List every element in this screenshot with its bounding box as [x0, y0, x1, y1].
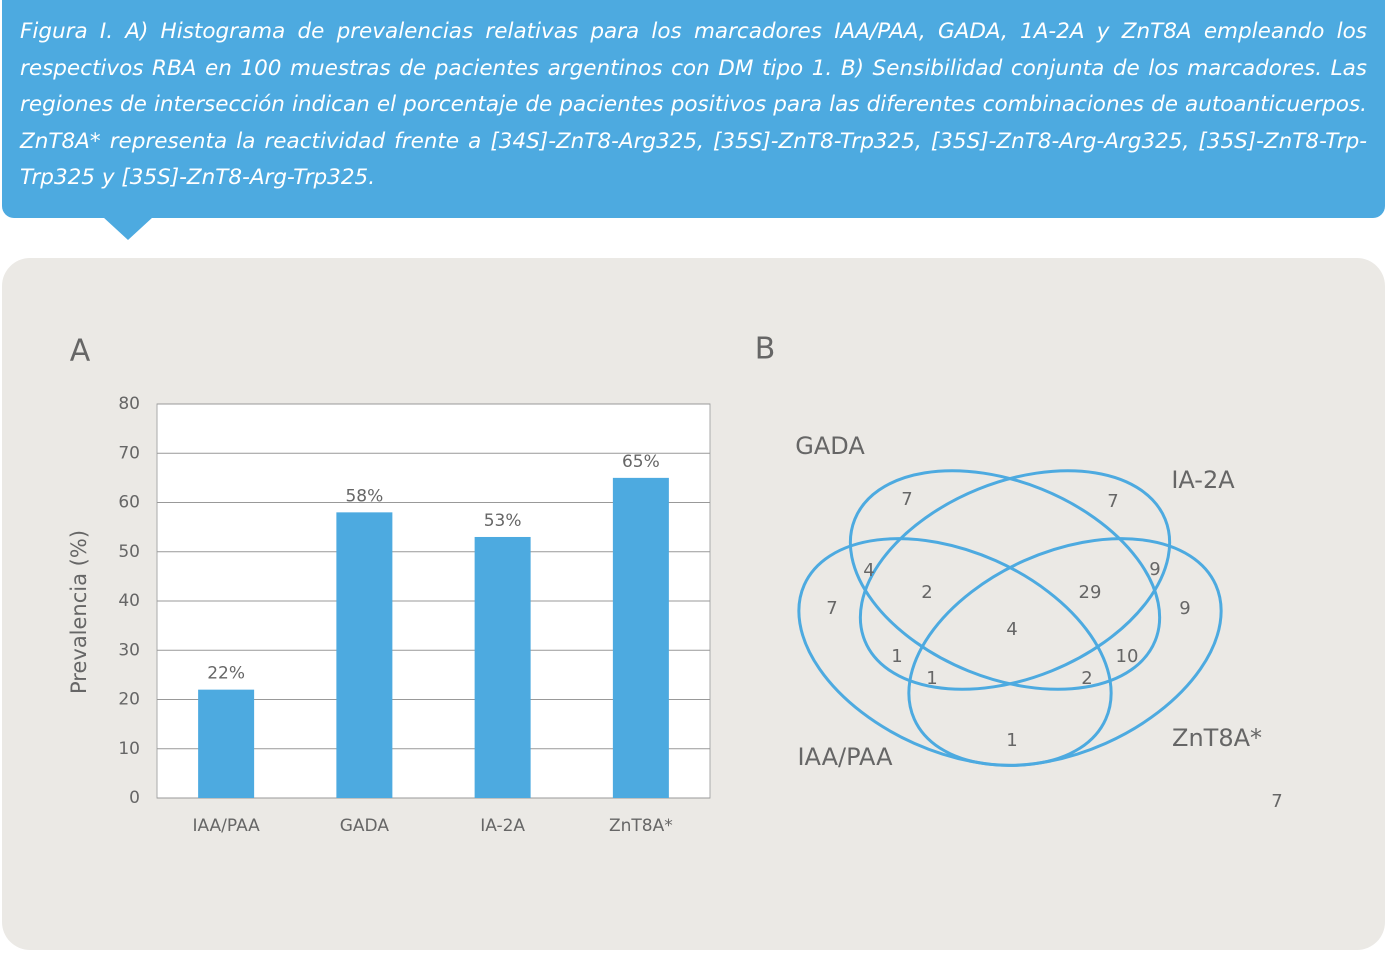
y-tick-label: 50 [118, 542, 140, 562]
value-label: 58% [345, 486, 383, 506]
panel-label: A [70, 334, 91, 369]
set-label: ZnT8A* [1172, 724, 1262, 752]
region-count: 2 [1081, 668, 1092, 689]
region-count: 7 [1107, 491, 1118, 512]
y-tick-label: 80 [118, 394, 140, 414]
region-count: 2 [921, 582, 932, 603]
y-tick-label: 10 [118, 739, 140, 759]
x-tick-label: IAA/PAA [192, 816, 260, 836]
set-label: GADA [795, 432, 865, 460]
x-tick-label: GADA [340, 816, 390, 836]
value-label: 53% [484, 511, 522, 531]
region-count: 10 [1116, 646, 1139, 667]
region-count: 7 [901, 489, 912, 510]
region-count: 4 [1006, 619, 1017, 640]
caption: Figura I. A) Histograma de prevalencias … [2, 0, 1385, 218]
set-label: IA-2A [1171, 466, 1235, 494]
value-label: 65% [622, 452, 660, 472]
region-count: 1 [926, 668, 937, 689]
venn-ellipse [848, 469, 1162, 691]
y-tick-label: 60 [118, 493, 140, 513]
venn-ellipse [907, 537, 1223, 767]
y-tick-label: 20 [118, 690, 140, 710]
bar [336, 512, 393, 798]
region-count: 7 [826, 598, 837, 619]
venn-ellipses [797, 469, 1223, 767]
region-count: 1 [1006, 730, 1017, 751]
bar [198, 689, 255, 798]
x-tick-label: IA-2A [480, 816, 525, 836]
venn-ellipse [797, 537, 1113, 767]
value-label: 22% [207, 664, 245, 684]
y-axis-label: Prevalencia (%) [67, 530, 91, 694]
panel-label: B [755, 332, 776, 367]
y-tick-label: 70 [118, 443, 140, 463]
y-tick-label: 30 [118, 640, 140, 660]
region-count: 9 [1149, 559, 1160, 580]
bar [474, 536, 531, 798]
region-count: 9 [1179, 598, 1190, 619]
region-count: 7 [1271, 791, 1282, 812]
caption-pointer [103, 217, 153, 240]
venn-ellipse [858, 469, 1172, 691]
region-count: 4 [863, 560, 874, 581]
region-count: 29 [1079, 582, 1102, 603]
y-tick-label: 0 [129, 788, 140, 808]
bar [612, 477, 669, 798]
x-tick-label: ZnT8A* [609, 816, 673, 836]
set-label: IAA/PAA [797, 743, 893, 771]
region-count: 1 [891, 646, 902, 667]
y-tick-label: 40 [118, 591, 140, 611]
